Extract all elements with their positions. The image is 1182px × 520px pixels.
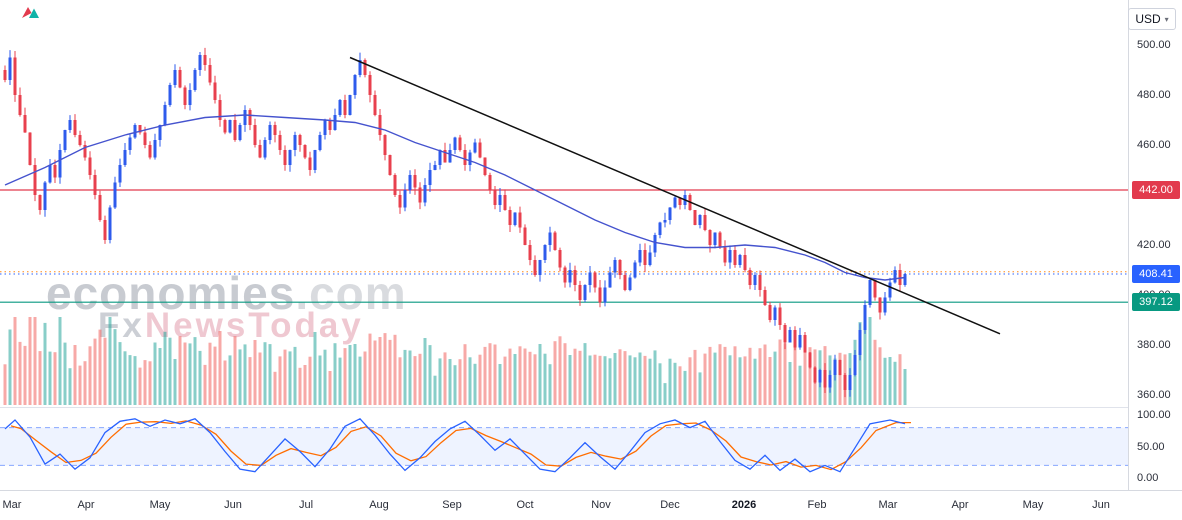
oscillator-tick-label: 0.00 — [1137, 472, 1159, 484]
price-tick-label: 380.00 — [1137, 339, 1171, 351]
candles — [3, 47, 907, 398]
price-level-badge: 442.00 — [1132, 181, 1180, 199]
time-axis-label: Sep — [442, 499, 462, 511]
price-tick-label: 480.00 — [1137, 89, 1171, 101]
time-axis-label: Oct — [516, 499, 534, 511]
chart-canvas[interactable] — [0, 0, 1128, 490]
time-axis-label: Mar — [2, 499, 22, 511]
time-axis-label: Jun — [224, 499, 242, 511]
price-axis[interactable]: 500.00480.00460.00420.00400.00380.00360.… — [1128, 0, 1182, 490]
stochastic-band — [0, 427, 1128, 466]
economies-logo-icon — [20, 5, 42, 25]
oscillator-tick-label: 50.00 — [1137, 440, 1165, 453]
oscillator-tick-label: 100.00 — [1137, 409, 1171, 421]
price-level-badge: 408.41 — [1132, 264, 1180, 283]
currency-selector-label: USD — [1135, 12, 1161, 26]
price-tick-label: 420.00 — [1137, 239, 1171, 251]
time-axis-label: Dec — [660, 499, 680, 511]
stochastic-d-line — [10, 420, 911, 471]
price-tick-label: 460.00 — [1137, 139, 1171, 151]
price-tick-label: 500.00 — [1137, 39, 1171, 51]
time-axis-label: Mar — [878, 499, 898, 511]
time-axis-label: Jul — [298, 499, 314, 511]
time-axis-label: Nov — [591, 499, 611, 511]
time-axis[interactable]: Mar Apr May Jun Jul Aug Sep Oct Nov Dec 2026 Feb Mar… — [0, 490, 1182, 520]
time-axis-label: 2026 — [731, 499, 757, 511]
time-axis-label: Feb — [807, 499, 827, 511]
time-axis-label: Apr — [77, 499, 95, 511]
time-axis-label: Apr — [951, 499, 969, 511]
currency-selector[interactable]: USD ▾ — [1128, 8, 1176, 30]
chevron-down-icon: ▾ — [1164, 14, 1169, 24]
price-level-badge: 397.12 — [1132, 293, 1180, 312]
stochastic-k-line — [4, 417, 906, 473]
price-tick-label: 360.00 — [1137, 389, 1171, 401]
time-axis-label: Aug — [369, 499, 389, 511]
volume-bars — [3, 317, 907, 405]
moving-average-line — [4, 114, 906, 281]
time-axis-label: May — [1022, 499, 1044, 511]
descending-trendline[interactable] — [349, 56, 1001, 335]
time-axis-label: Jun — [1092, 499, 1110, 511]
time-axis-label: May — [149, 499, 171, 511]
